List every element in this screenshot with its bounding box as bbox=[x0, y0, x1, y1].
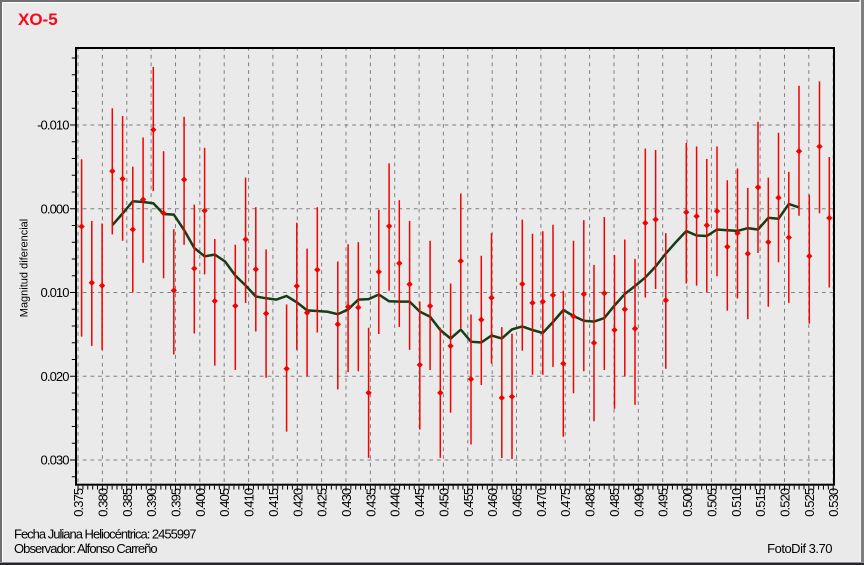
svg-text:0.530: 0.530 bbox=[826, 488, 841, 517]
svg-text:0.410: 0.410 bbox=[242, 488, 257, 517]
svg-text:0.000: 0.000 bbox=[41, 201, 70, 216]
svg-text:0.435: 0.435 bbox=[363, 488, 378, 517]
svg-text:0.390: 0.390 bbox=[144, 488, 159, 517]
svg-text:0.525: 0.525 bbox=[802, 488, 817, 517]
svg-text:0.460: 0.460 bbox=[485, 488, 500, 517]
svg-text:0.470: 0.470 bbox=[534, 488, 549, 517]
svg-text:FotoDif 3.70: FotoDif 3.70 bbox=[767, 541, 832, 556]
svg-text:0.465: 0.465 bbox=[510, 488, 525, 517]
svg-text:0.495: 0.495 bbox=[656, 488, 671, 517]
svg-text:-0.010: -0.010 bbox=[37, 118, 69, 133]
svg-text:0.380: 0.380 bbox=[95, 488, 110, 517]
svg-text:0.515: 0.515 bbox=[753, 488, 768, 517]
svg-text:0.450: 0.450 bbox=[436, 488, 451, 517]
svg-text:0.400: 0.400 bbox=[193, 488, 208, 517]
svg-text:0.505: 0.505 bbox=[704, 488, 719, 517]
svg-text:0.520: 0.520 bbox=[778, 488, 793, 517]
svg-text:0.485: 0.485 bbox=[607, 488, 622, 517]
svg-text:0.500: 0.500 bbox=[680, 488, 695, 517]
svg-text:0.430: 0.430 bbox=[339, 488, 354, 517]
svg-text:0.440: 0.440 bbox=[388, 488, 403, 517]
svg-text:0.010: 0.010 bbox=[41, 285, 70, 300]
svg-text:0.415: 0.415 bbox=[266, 488, 281, 517]
svg-text:0.405: 0.405 bbox=[217, 488, 232, 517]
svg-text:Magnitud diferencial: Magnitud diferencial bbox=[19, 219, 31, 317]
svg-text:XO-5: XO-5 bbox=[18, 10, 58, 29]
svg-text:0.020: 0.020 bbox=[41, 369, 70, 384]
svg-text:0.030: 0.030 bbox=[41, 453, 70, 468]
svg-text:Fecha Juliana Heliocéntrica: 2: Fecha Juliana Heliocéntrica: 2455997 bbox=[14, 527, 196, 542]
svg-text:0.455: 0.455 bbox=[461, 488, 476, 517]
svg-text:0.425: 0.425 bbox=[315, 488, 330, 517]
svg-text:0.375: 0.375 bbox=[71, 488, 86, 517]
svg-text:0.385: 0.385 bbox=[120, 488, 135, 517]
svg-text:0.490: 0.490 bbox=[631, 488, 646, 517]
svg-text:0.480: 0.480 bbox=[583, 488, 598, 517]
svg-text:0.395: 0.395 bbox=[169, 488, 184, 517]
svg-text:0.445: 0.445 bbox=[412, 488, 427, 517]
svg-text:0.475: 0.475 bbox=[558, 488, 573, 517]
svg-text:0.510: 0.510 bbox=[729, 488, 744, 517]
svg-text:0.420: 0.420 bbox=[290, 488, 305, 517]
svg-text:Observador: Alfonso Carreño: Observador: Alfonso Carreño bbox=[14, 541, 157, 556]
